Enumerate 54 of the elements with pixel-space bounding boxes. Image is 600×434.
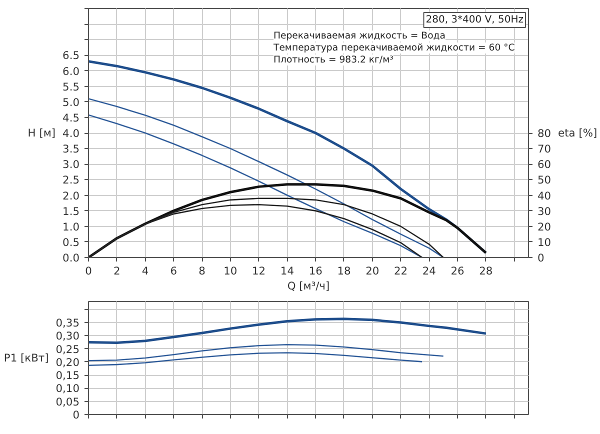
x-axis-title: Q [м³/ч] xyxy=(287,280,330,292)
y2-tick-label: 60 xyxy=(538,158,552,172)
y-axis-title: H [м] xyxy=(28,126,56,140)
y-tick-label: 3.0 xyxy=(62,158,80,172)
x-tick-label: 28 xyxy=(479,264,493,278)
x-tick-label: 18 xyxy=(337,264,351,278)
x-tick-label: 12 xyxy=(252,264,266,278)
x-tick-label: 0 xyxy=(85,264,92,278)
y2-tick-label: 50 xyxy=(538,174,552,187)
y2-tick-label: 70 xyxy=(538,142,552,156)
y-tick-label: 0,15 xyxy=(56,369,80,382)
y-tick-label: 3.5 xyxy=(62,142,80,156)
y-tick-label: 6.5 xyxy=(62,49,80,62)
annotation: Плотность = 983.2 кг/м³ xyxy=(274,54,394,66)
y2-tick-label: 40 xyxy=(538,189,552,202)
y-tick-label: 0,10 xyxy=(56,382,80,396)
y-tick-label: 1.5 xyxy=(62,204,80,218)
y-tick-label: 0,05 xyxy=(56,395,80,408)
x-tick-label: 20 xyxy=(366,264,380,278)
y-tick-label: 0.0 xyxy=(62,252,80,264)
x-tick-label: 10 xyxy=(224,264,238,278)
x-tick-label: 4 xyxy=(142,264,149,278)
x-tick-label: 8 xyxy=(198,264,206,278)
x-tick-label: 24 xyxy=(422,264,436,278)
y-tick-label: 0,30 xyxy=(56,330,80,343)
y-tick-label: 1.0 xyxy=(62,220,80,234)
x-tick-label: 6 xyxy=(170,264,178,278)
x-tick-label: 14 xyxy=(280,264,294,278)
text: 280, 3*400 V, 50Hz xyxy=(426,14,524,26)
annotation: Перекачиваемая жидкость = Вода xyxy=(274,30,446,42)
x-tick-label: 26 xyxy=(450,264,465,278)
y2-tick-label: 0 xyxy=(538,252,544,264)
x-tick-label: 16 xyxy=(308,264,323,278)
y-tick-label: 0.5 xyxy=(62,236,80,249)
y-tick-label: 4.0 xyxy=(62,127,80,140)
y2-tick-label: 80 xyxy=(538,127,552,140)
y-tick-label: 0,20 xyxy=(56,356,80,369)
y-axis-title: P1 [кВт] xyxy=(4,352,49,364)
y-tick-label: 0,25 xyxy=(56,342,80,356)
y-tick-label: 0 xyxy=(72,408,80,422)
y-tick-label: 5.0 xyxy=(62,96,80,109)
y2-tick-label: 30 xyxy=(538,204,552,218)
y-tick-label: 5.5 xyxy=(62,80,80,94)
y2-tick-label: 20 xyxy=(538,220,552,234)
y-tick-label: 4.5 xyxy=(62,111,80,124)
x-tick-label: 2 xyxy=(113,264,120,278)
x-tick-label: 22 xyxy=(394,264,408,278)
y-tick-label: 2.5 xyxy=(62,174,80,187)
y-tick-label: 2.0 xyxy=(62,189,80,202)
y2-axis-title: eta [%] xyxy=(558,126,598,140)
y-tick-label: 6.0 xyxy=(62,64,80,78)
y2-tick-label: 10 xyxy=(538,236,552,249)
annotation: Температура перекачиваемой жидкости = 60 °C xyxy=(272,42,515,54)
y-tick-label: 0,35 xyxy=(56,316,80,330)
